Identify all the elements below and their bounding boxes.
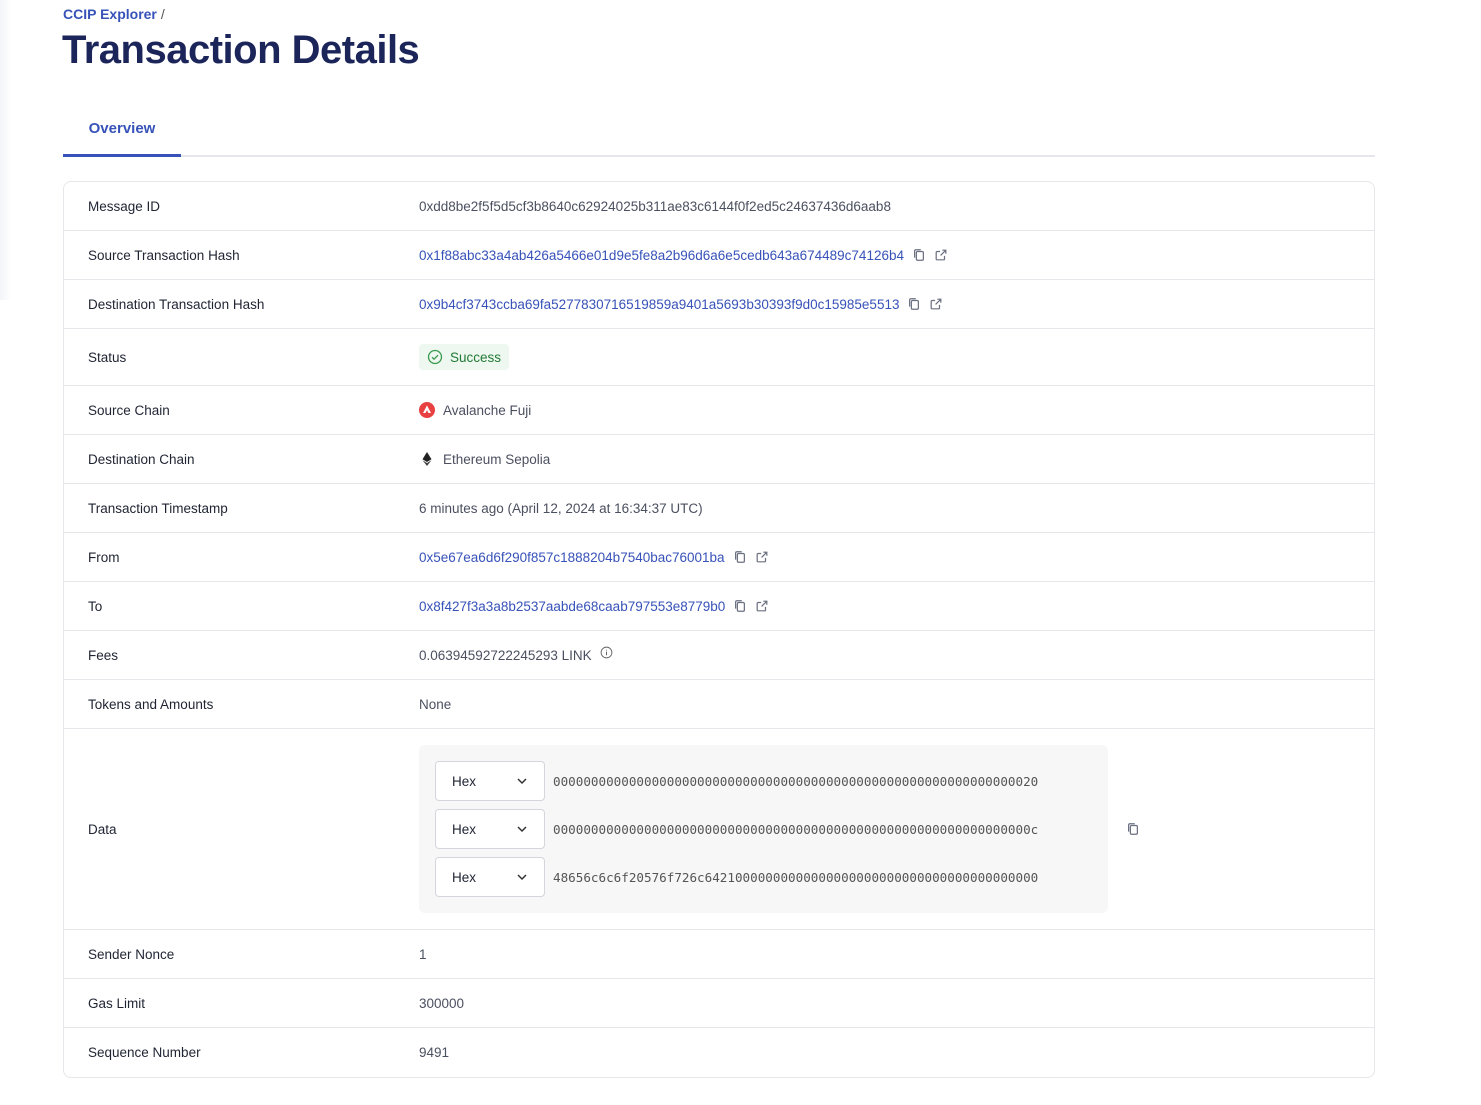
external-link-icon[interactable] [755, 599, 769, 613]
format-select-value: Hex [452, 821, 477, 837]
format-select[interactable]: Hex [435, 857, 545, 897]
label: Source Chain [88, 402, 170, 418]
tokens-value: None [419, 696, 452, 712]
format-select-value: Hex [452, 773, 477, 789]
data-hex-value: 48656c6c6f20576f726c64210000000000000000… [553, 869, 1039, 885]
format-select[interactable]: Hex [435, 809, 545, 849]
row-data: Data Hex 00000000000000000000000000000000… [64, 729, 1374, 930]
page-title: Transaction Details [62, 28, 420, 72]
row-tokens: Tokens and Amounts None [64, 680, 1374, 729]
chevron-down-icon [517, 778, 527, 785]
row-to: To 0x8f427f3a3a8b2537aabde68caab797553e87… [64, 582, 1374, 631]
source-tx-link[interactable]: 0x1f88abc33a4ab426a5466e01d9e5fe8a2b96d6… [419, 247, 904, 263]
tab-overview[interactable]: Overview [63, 108, 181, 157]
breadcrumb-ccip-explorer[interactable]: CCIP Explorer [63, 6, 157, 22]
format-select-value: Hex [452, 869, 477, 885]
label: Source Transaction Hash [88, 247, 240, 263]
label: From [88, 549, 120, 565]
data-hex-value: 0000000000000000000000000000000000000000… [553, 821, 1039, 837]
external-link-icon[interactable] [755, 550, 769, 564]
dest-chain-value: Ethereum Sepolia [443, 451, 551, 467]
label: Message ID [88, 198, 161, 214]
tab-bar: Overview [63, 108, 1375, 157]
data-word: Hex 0000000000000000000000000000000000000… [435, 761, 1092, 801]
data-hex-value: 0000000000000000000000000000000000000000… [553, 773, 1039, 789]
label: To [88, 598, 103, 614]
status-text: Success [450, 349, 502, 365]
chevron-down-icon [517, 874, 527, 881]
row-dest-chain: Destination Chain Ethereum Sepolia [64, 435, 1374, 484]
check-circle-icon [427, 349, 443, 365]
sidebar-edge [0, 0, 12, 300]
data-word: Hex 0000000000000000000000000000000000000… [435, 809, 1092, 849]
copy-icon[interactable] [907, 297, 921, 311]
copy-icon[interactable] [1126, 822, 1140, 836]
row-timestamp: Transaction Timestamp 6 minutes ago (Apri… [64, 484, 1374, 533]
external-link-icon[interactable] [929, 297, 943, 311]
row-message-id: Message ID 0xdd8be2f5f5d5cf3b8640c6292402… [64, 182, 1374, 231]
timestamp-value: 6 minutes ago (April 12, 2024 at 16:34:3… [419, 500, 703, 516]
copy-icon[interactable] [912, 248, 926, 262]
label: Tokens and Amounts [88, 696, 214, 712]
label: Destination Transaction Hash [88, 296, 265, 312]
from-address-link[interactable]: 0x5e67ea6d6f290f857c1888204b7540bac76001… [419, 549, 725, 565]
row-from: From 0x5e67ea6d6f290f857c1888204b7540bac7… [64, 533, 1374, 582]
details-card: Message ID 0xdd8be2f5f5d5cf3b8640c6292402… [63, 181, 1375, 1078]
message-id-value: 0xdd8be2f5f5d5cf3b8640c62924025b311ae83c… [419, 198, 891, 214]
chevron-down-icon [517, 826, 527, 833]
row-fees: Fees 0.06394592722245293 LINK [64, 631, 1374, 680]
row-source-chain: Source Chain Avalanche Fuji [64, 386, 1374, 435]
format-select[interactable]: Hex [435, 761, 545, 801]
row-gas-limit: Gas Limit 300000 [64, 979, 1374, 1028]
status-badge: Success [419, 344, 510, 370]
sequence-value: 9491 [419, 1045, 450, 1060]
copy-icon[interactable] [733, 599, 747, 613]
data-word: Hex 48656c6c6f20576f726c64210000000000000… [435, 857, 1092, 897]
label: Gas Limit [88, 995, 146, 1011]
label: Fees [88, 647, 119, 663]
label: Sequence Number [88, 1045, 201, 1060]
row-status: Status Success [64, 329, 1374, 386]
to-address-link[interactable]: 0x8f427f3a3a8b2537aabde68caab797553e8779… [419, 598, 726, 614]
nonce-value: 1 [419, 946, 427, 962]
info-icon[interactable] [600, 646, 613, 659]
data-box: Hex 0000000000000000000000000000000000000… [419, 745, 1108, 913]
row-sequence: Sequence Number 9491 [64, 1028, 1374, 1077]
external-link-icon[interactable] [934, 248, 948, 262]
copy-icon[interactable] [733, 550, 747, 564]
dest-tx-link[interactable]: 0x9b4cf3743ccba69fa5277830716519859a9401… [419, 296, 900, 312]
breadcrumb-separator: / [160, 6, 165, 22]
source-chain-value: Avalanche Fuji [443, 402, 532, 418]
row-dest-tx: Destination Transaction Hash 0x9b4cf3743c… [64, 280, 1374, 329]
label: Sender Nonce [88, 946, 175, 962]
label: Status [88, 349, 127, 365]
fees-value: 0.06394592722245293 LINK [419, 647, 592, 663]
row-nonce: Sender Nonce 1 [64, 930, 1374, 979]
row-source-tx: Source Transaction Hash 0x1f88abc33a4ab42… [64, 231, 1374, 280]
breadcrumb: CCIP Explorer / [63, 6, 165, 22]
label: Destination Chain [88, 451, 195, 467]
ethereum-icon [422, 452, 432, 466]
gas-limit-value: 300000 [419, 995, 465, 1011]
label: Transaction Timestamp [88, 500, 228, 516]
label: Data [88, 821, 117, 837]
avalanche-icon [419, 402, 435, 418]
